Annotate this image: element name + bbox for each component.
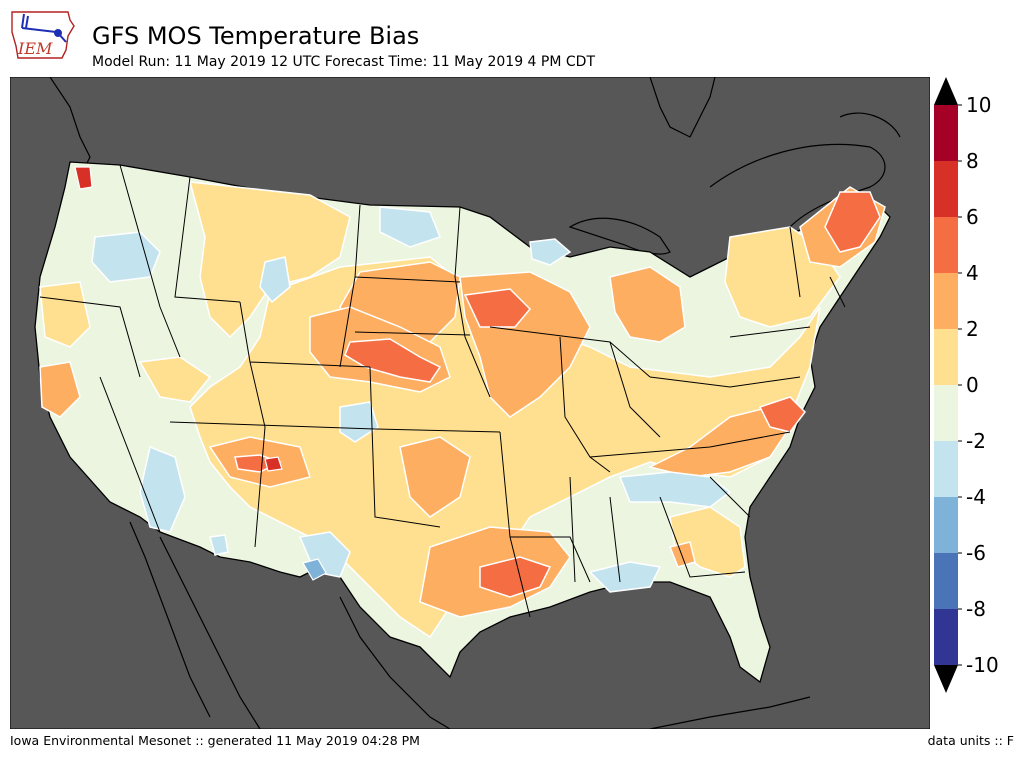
colorbar-bin: [934, 273, 958, 329]
colorbar-tick-label: 8: [966, 149, 979, 173]
logo-text: IEM: [17, 39, 53, 58]
colorbar: 10 8 6 4 2 0 -2 -4 -6 -8 -10: [934, 77, 999, 693]
footer-units: data units :: F: [927, 733, 1014, 748]
footer-credit: Iowa Environmental Mesonet :: generated …: [10, 733, 420, 748]
bias-contours-4-to-6: [234, 191, 881, 598]
colorbar-bins: [934, 105, 958, 665]
colorbar-tick-label: -2: [966, 429, 986, 453]
colorbar-bin: [934, 385, 958, 441]
bias-contours-6-to-10: [74, 166, 283, 472]
colorbar-tick-label: -10: [966, 653, 999, 677]
iem-logo: IEM: [11, 11, 75, 59]
colorbar-tick-label: 0: [966, 373, 979, 397]
colorbar-tick-label: -6: [966, 541, 986, 565]
colorbar-extend-high: [934, 77, 958, 105]
colorbar-bin: [934, 329, 958, 385]
colorbar-bin: [934, 161, 958, 217]
mexico-coastline: [129, 521, 811, 729]
bias-map: [10, 77, 930, 729]
colorbar-bin: [934, 553, 958, 609]
colorbar-ticks: 10 8 6 4 2 0 -2 -4 -6 -8 -10: [958, 93, 999, 677]
colorbar-tick-label: 6: [966, 205, 979, 229]
colorbar-bin: [934, 441, 958, 497]
colorbar-bin: [934, 217, 958, 273]
bias-contours-neg-4-to-neg-6: [302, 558, 327, 581]
colorbar-tick-label: 2: [966, 317, 979, 341]
colorbar-bin: [934, 105, 958, 161]
colorbar-tick-label: 4: [966, 261, 979, 285]
state-boundaries: [39, 164, 846, 618]
colorbar-bin: [934, 609, 958, 665]
map-title: GFS MOS Temperature Bias: [92, 22, 420, 50]
colorbar-tick-label: -8: [966, 597, 986, 621]
colorbar-bin: [934, 497, 958, 553]
map-subtitle: Model Run: 11 May 2019 12 UTC Forecast T…: [92, 54, 595, 70]
colorbar-tick-label: -4: [966, 485, 986, 509]
colorbar-extend-low: [934, 665, 958, 693]
colorbar-tick-label: 10: [966, 93, 991, 117]
wind-barb-icon: [21, 13, 67, 43]
